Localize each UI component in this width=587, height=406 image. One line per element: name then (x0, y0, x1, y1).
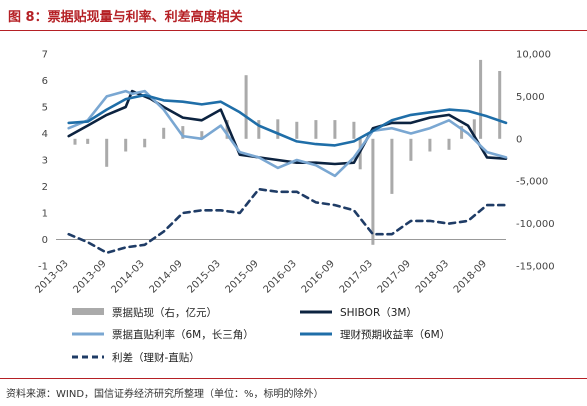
series-line-2 (67, 93, 508, 147)
bar-3 (124, 138, 128, 152)
bar-17 (371, 138, 375, 245)
bar-11 (276, 119, 280, 139)
x-tick-11: 2018-09 (452, 258, 489, 295)
series-line-1 (67, 89, 508, 178)
y-left-tick-5: 4 (42, 129, 48, 140)
x-tick-4: 2015-03 (186, 258, 223, 295)
source-note: 资料来源：WIND，国信证券经济研究所整理（单位：%，标明的除外） (6, 389, 324, 400)
bar-0 (73, 138, 77, 145)
bar-series-discount-volume (73, 59, 502, 245)
x-tick-9: 2017-09 (376, 258, 413, 295)
bar-16 (358, 138, 362, 170)
legend-label-0: 票据贴现（右，亿元） (112, 306, 217, 319)
legend-swatch-0 (72, 308, 104, 315)
title-bar: 图 8：票据贴现量与利率、利差高度相关 (0, 0, 587, 31)
bar-21 (447, 138, 451, 150)
legend: 票据贴现（右，亿元） SHIBOR（3M） 票据直贴利率（6M，长三角） 理财预期收益… (72, 306, 450, 364)
legend-label-1: SHIBOR（3M） (340, 307, 417, 319)
x-tick-3: 2014-09 (148, 258, 185, 295)
bar-18 (390, 138, 394, 194)
x-tick-8: 2017-03 (338, 258, 375, 295)
bar-9 (244, 75, 248, 139)
legend-label-3: 理财预期收益率（6M） (340, 328, 450, 341)
bar-5 (162, 127, 166, 139)
y-left-tick-7: 6 (42, 76, 48, 87)
y-right-tick-2: -5,000 (516, 177, 548, 188)
bar-8 (225, 120, 229, 139)
bar-15 (352, 121, 356, 139)
bar-25 (498, 71, 502, 139)
y-right-tick-1: -10,000 (516, 219, 555, 230)
bar-23 (472, 119, 476, 139)
legend-label-2: 票据直贴利率（6M，长三角） (112, 328, 254, 341)
x-tick-1: 2013-09 (71, 258, 108, 295)
line-series-group (67, 89, 508, 255)
series-line-0 (67, 89, 508, 166)
x-tick-5: 2015-09 (224, 258, 261, 295)
bar-13 (314, 120, 318, 139)
y-right-tick-5: 10,000 (516, 50, 551, 61)
y-left-tick-2: 1 (42, 209, 48, 220)
source-bar: 资料来源：WIND，国信证券经济研究所整理（单位：%，标明的除外） (0, 378, 587, 406)
bar-10 (257, 120, 261, 139)
bar-4 (143, 138, 147, 148)
bar-14 (333, 120, 337, 139)
bar-1 (86, 138, 90, 144)
x-tick-6: 2016-03 (262, 258, 299, 295)
bar-2 (105, 138, 109, 167)
bar-7 (200, 131, 204, 139)
x-tick-2: 2014-03 (109, 258, 146, 295)
y-left-tick-4: 3 (42, 156, 48, 167)
bar-24 (479, 59, 483, 139)
y-right-tick-4: 5,000 (516, 92, 545, 103)
tick-labels: -1 0 1 2 3 4 5 6 7 -15,000 -10,000 -5,000 0 5,000 10,0… (33, 50, 554, 296)
bar-19 (409, 138, 413, 161)
legend-label-4: 利差（理财-直贴） (112, 351, 200, 364)
x-tick-7: 2016-09 (300, 258, 337, 295)
x-tick-10: 2018-03 (414, 258, 451, 295)
y-left-tick-6: 5 (42, 103, 48, 114)
figure-title: 图 8：票据贴现量与利率、利差高度相关 (8, 10, 243, 25)
bar-12 (295, 121, 299, 139)
bar-22 (460, 126, 464, 139)
y-right-tick-0: -15,000 (516, 262, 555, 273)
bar-6 (181, 126, 185, 139)
chart: -1 0 1 2 3 4 5 6 7 -15,000 -10,000 -5,000 0 5,000 10,0… (33, 50, 554, 365)
y-left-tick-3: 2 (42, 182, 48, 193)
y-left-tick-0: -1 (38, 262, 48, 273)
bar-20 (428, 138, 432, 152)
y-right-tick-3: 0 (516, 134, 522, 145)
series-line-3 (67, 187, 508, 255)
y-left-tick-1: 0 (42, 235, 48, 246)
y-left-tick-8: 7 (42, 50, 48, 61)
